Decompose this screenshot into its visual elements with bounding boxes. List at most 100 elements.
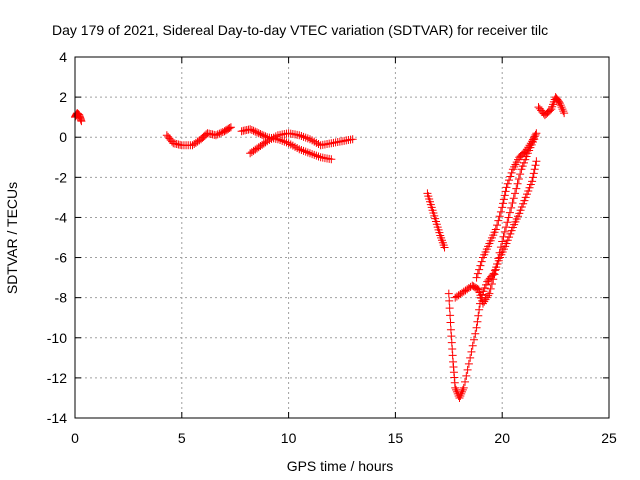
data-point [476,261,485,270]
data-point [489,275,498,284]
data-point [464,359,473,368]
data-point [494,254,503,263]
data-point [481,280,490,289]
data-point [475,265,484,274]
data-point [225,123,234,132]
data-point [499,195,508,204]
data-point [503,179,512,188]
data-point [312,151,321,160]
data-point [301,133,310,142]
data-point [481,295,490,304]
data-point [478,299,487,308]
data-point [246,125,255,134]
data-point [507,226,516,235]
data-point [291,142,300,151]
data-point [299,132,308,141]
data-point [498,203,507,212]
data-point [503,218,512,227]
data-point [473,284,482,293]
data-point [521,147,530,156]
data-point [500,227,509,236]
data-point [303,148,312,157]
data-point [305,135,314,144]
data-point [509,194,518,203]
data-point [555,97,564,106]
data-point [495,212,504,221]
data-point [502,223,511,232]
data-point [496,207,505,216]
data-point [522,145,531,154]
data-point [473,317,482,326]
data-point [77,117,86,126]
data-point [265,136,274,145]
y-tick-label: -14 [47,410,67,426]
data-point [452,385,461,394]
data-point [528,135,537,144]
data-point [560,109,569,118]
data-point [502,239,511,248]
data-point [521,155,530,164]
data-point [517,165,526,174]
data-marks [71,93,569,402]
y-tick-label: -12 [47,370,67,386]
data-point [303,134,312,143]
data-point [308,136,317,145]
data-point [263,137,272,146]
x-tick-label: 25 [601,430,617,446]
data-point [502,183,511,192]
data-point [462,371,471,380]
data-point [516,170,525,179]
data-point [525,141,534,150]
data-point [519,199,528,208]
data-point [474,311,483,320]
data-point [506,229,515,238]
data-point [484,291,493,300]
data-point [516,206,525,215]
data-point [511,189,520,198]
data-point [259,131,268,140]
data-point [297,132,306,141]
data-point [480,284,489,293]
data-point [475,305,484,314]
data-point [286,140,295,149]
data-point [301,147,310,156]
data-point [519,158,528,167]
y-tick-label: -10 [47,330,67,346]
data-point [532,129,541,138]
data-point [249,126,258,135]
data-point [490,270,499,279]
data-point [271,132,280,141]
data-point [529,134,538,143]
data-point [486,284,495,293]
data-point [284,139,293,148]
data-point [458,385,467,394]
data-point [482,293,491,302]
data-point [299,146,308,155]
x-tick-label: 10 [281,430,297,446]
data-point [310,150,319,159]
data-point [446,311,455,320]
data-point [525,183,534,192]
y-tick-label: -6 [55,250,68,266]
data-point [528,137,537,146]
data-point [513,179,522,188]
x-tick-label: 15 [388,430,404,446]
data-point [530,165,539,174]
data-point [305,149,314,158]
data-point [488,271,497,280]
data-point [314,152,323,161]
grid-layer [75,57,609,418]
x-tick-label: 0 [71,430,79,446]
data-point [546,106,555,115]
data-point [445,296,454,305]
data-point [468,341,477,350]
data-point [297,146,306,155]
data-point [308,150,317,159]
data-point [466,353,475,362]
y-tick-label: -2 [55,169,68,185]
axis-ticks: 0 5 10 15 20 25 -14 -12 -10 -8 -6 -4 -2 0 2 4 [47,49,617,446]
data-point [471,329,480,338]
y-axis-title: SDTVAR / TECUs [4,182,20,294]
data-point [295,145,304,154]
